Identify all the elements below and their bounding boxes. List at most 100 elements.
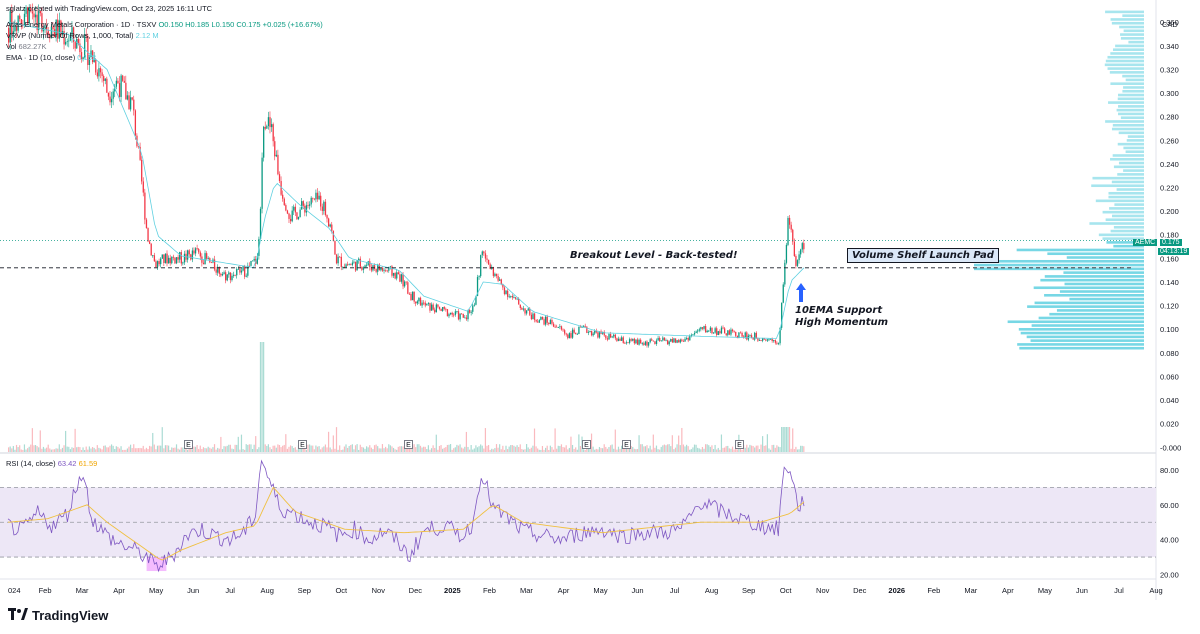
volume-bar (416, 444, 418, 452)
volume-bar (65, 430, 67, 452)
candle-body (253, 258, 255, 261)
volume-profile-row (1063, 271, 1144, 274)
volume-bar (278, 445, 281, 452)
candle-body (793, 241, 796, 257)
volume-profile-row (1091, 184, 1144, 188)
rsi-legend[interactable]: RSI (14, close) 63.42 61.59 (6, 459, 97, 468)
ema-legend[interactable]: EMA · 1D (10, close) 0.152 (6, 53, 96, 62)
volume-bar (651, 449, 653, 452)
candle-body (489, 264, 491, 269)
candle-body (565, 333, 567, 335)
volume-bar (232, 449, 235, 452)
time-tick-label: Apr (113, 586, 125, 595)
volume-bar (529, 448, 531, 452)
candle-body (261, 157, 263, 209)
vrvp-legend[interactable]: VRVP (Number Of Rows, 1,000, Total) 2.12… (6, 31, 159, 40)
candle-body (167, 257, 170, 264)
candle-body (681, 339, 683, 341)
volume-bar (638, 435, 640, 452)
candle-body (743, 336, 745, 338)
volume-bar (451, 449, 453, 452)
volume-bar (55, 448, 57, 452)
price-tick-label: 0.140 (1160, 278, 1179, 287)
candle-body (796, 260, 799, 266)
price-tick-label: 0.260 (1160, 136, 1179, 145)
candle-body (559, 326, 561, 328)
candle-body (142, 181, 144, 193)
candle-body (129, 97, 132, 110)
volume-profile-row (1119, 25, 1144, 29)
ema-support-annotation[interactable]: 10EMA Support (795, 305, 883, 316)
volume-bar (8, 447, 10, 452)
earnings-badge[interactable]: E (582, 440, 591, 449)
candle-body (109, 96, 111, 103)
candle-body (649, 339, 651, 343)
volume-bar (107, 447, 109, 452)
candle-body (112, 91, 114, 99)
candle-body (801, 243, 803, 250)
earnings-badge[interactable]: E (735, 440, 744, 449)
candle-body (293, 206, 295, 211)
candle-body (263, 126, 265, 158)
candle-body (676, 340, 678, 343)
candle-body (687, 338, 689, 341)
candle-body (386, 270, 388, 272)
volume-bar (571, 444, 574, 452)
time-tick-label: Jul (670, 586, 680, 595)
momentum-annotation[interactable]: High Momentum (795, 317, 889, 328)
candle-body (133, 99, 135, 111)
volume-profile-row (1116, 108, 1144, 112)
volume-bar (242, 449, 244, 452)
volume-bar (9, 446, 11, 452)
earnings-badge[interactable]: E (622, 440, 631, 449)
volume-bar (47, 444, 49, 452)
volume-bar (609, 445, 612, 452)
volume-bar (506, 449, 509, 452)
volume-profile-row (1038, 316, 1144, 320)
candle-body (670, 339, 672, 342)
earnings-badge[interactable]: E (298, 440, 307, 449)
volume-bar (129, 444, 132, 452)
candle-body (264, 126, 266, 129)
candle-body (101, 72, 103, 77)
volume-profile-row (1122, 89, 1144, 93)
volume-profile-row (1120, 33, 1144, 36)
volume-bar (660, 446, 662, 452)
volume-bar (613, 448, 615, 452)
candle-body (733, 331, 735, 332)
candle-body (353, 261, 355, 263)
volume-bar (128, 446, 130, 452)
time-tick-label: 2025 (444, 586, 461, 595)
breakout-annotation[interactable]: Breakout Level - Back-tested! (570, 250, 738, 261)
volume-bar (364, 448, 366, 452)
tradingview-logo[interactable]: TradingView (8, 608, 108, 623)
volume-bar (749, 444, 751, 452)
candle-body (240, 270, 243, 273)
candle-body (362, 267, 365, 270)
volume-shelf-annotation[interactable]: Volume Shelf Launch Pad (847, 248, 999, 263)
volume-legend[interactable]: Vol 682.27K (6, 42, 46, 51)
volume-bar (283, 444, 285, 452)
volume-bar (321, 447, 323, 452)
earnings-badge[interactable]: E (184, 440, 193, 449)
candle-body (394, 273, 396, 279)
candle-body (236, 269, 238, 276)
symbol-legend[interactable]: Atlas Energy Metals Corporation · 1D · T… (6, 20, 323, 29)
candle-body (313, 198, 316, 200)
rsi-ma-value: 61.59 (78, 459, 98, 468)
candle-body (480, 255, 482, 277)
volume-profile-row (1064, 282, 1144, 286)
volume-bar (359, 444, 361, 452)
candle-body (66, 41, 68, 43)
vol-value: 682.27K (18, 42, 47, 51)
volume-bar (424, 446, 426, 452)
ohlc-values: O0.150 H0.185 L0.150 C0.175 +0.025 (+16.… (158, 20, 323, 29)
earnings-badge[interactable]: E (404, 440, 413, 449)
candle-body (397, 272, 399, 275)
volume-bar (711, 445, 713, 452)
volume-bar (400, 446, 403, 452)
volume-bar (96, 445, 98, 452)
candle-body (503, 287, 506, 294)
candle-body (453, 314, 455, 316)
